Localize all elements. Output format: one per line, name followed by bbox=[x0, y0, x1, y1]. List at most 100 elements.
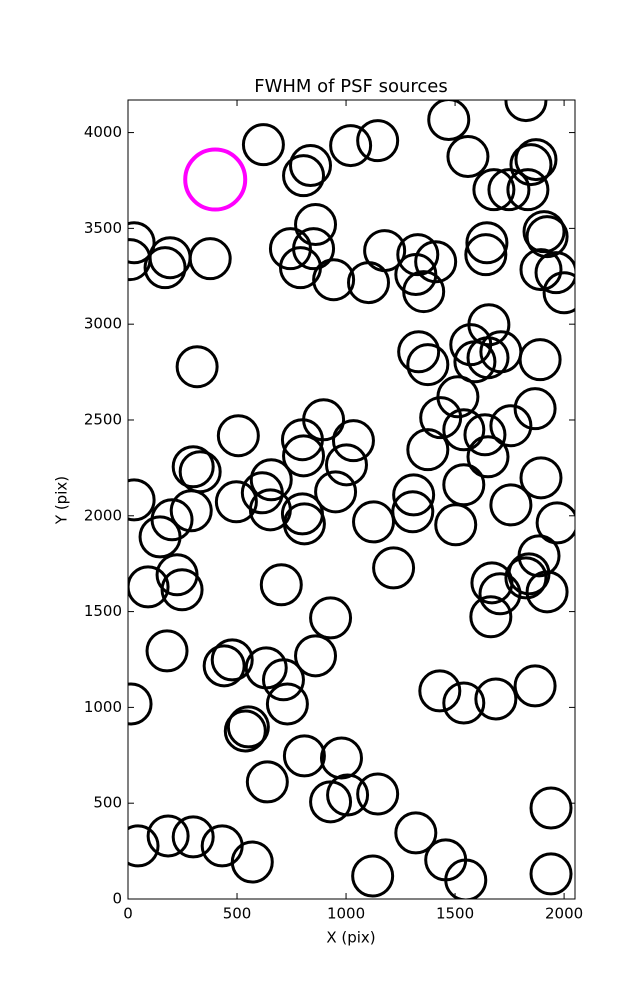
psf-source bbox=[464, 233, 508, 277]
psf-source bbox=[478, 572, 522, 616]
psf-source bbox=[513, 387, 557, 431]
psf-source bbox=[522, 210, 566, 254]
y-tick-label: 1500 bbox=[84, 602, 122, 620]
psf-source bbox=[489, 483, 533, 527]
psf-source bbox=[535, 501, 575, 545]
x-tick-label: 1000 bbox=[327, 905, 365, 923]
psf-source bbox=[466, 435, 510, 479]
psf-source bbox=[278, 246, 322, 290]
psf-source bbox=[326, 773, 370, 817]
psf-source bbox=[517, 534, 561, 578]
psf-source bbox=[160, 568, 204, 612]
psf-source bbox=[312, 258, 356, 302]
psf-source bbox=[289, 144, 333, 188]
psf-source bbox=[534, 251, 575, 295]
psf-source bbox=[249, 458, 293, 502]
x-tick-label: 500 bbox=[223, 905, 252, 923]
psf-source bbox=[487, 168, 531, 212]
psf-source bbox=[294, 203, 338, 247]
psf-source bbox=[474, 677, 518, 721]
psf-source bbox=[434, 503, 478, 547]
psf-source bbox=[259, 563, 303, 607]
psf-source bbox=[442, 408, 486, 452]
y-tick-label: 3500 bbox=[84, 219, 122, 237]
psf-source bbox=[514, 138, 558, 182]
psf-source bbox=[356, 119, 400, 163]
psf-source bbox=[319, 736, 363, 780]
psf-source bbox=[241, 123, 285, 167]
psf-source bbox=[226, 705, 270, 749]
psf-source bbox=[509, 143, 553, 187]
x-tick-label: 1500 bbox=[436, 905, 474, 923]
psf-source bbox=[128, 824, 160, 868]
psf-source bbox=[419, 396, 463, 440]
psf-source bbox=[372, 546, 416, 590]
psf-source bbox=[442, 463, 486, 507]
psf-source bbox=[188, 237, 232, 281]
psf-source bbox=[519, 248, 563, 292]
psf-source bbox=[128, 682, 153, 726]
psf-source bbox=[324, 443, 368, 487]
psf-source bbox=[392, 473, 436, 517]
y-tick-label: 500 bbox=[93, 794, 122, 812]
psf-source bbox=[418, 669, 462, 713]
psf-source bbox=[518, 338, 562, 382]
psf-source bbox=[265, 682, 309, 726]
psf-source bbox=[202, 644, 246, 688]
psf-source bbox=[406, 343, 450, 387]
psf-source bbox=[525, 570, 569, 614]
psf-source bbox=[143, 246, 187, 290]
psf-source bbox=[294, 634, 338, 678]
psf-source bbox=[138, 515, 182, 559]
y-tick-label: 0 bbox=[112, 890, 122, 908]
psf-source bbox=[128, 221, 156, 265]
y-tick-label: 1000 bbox=[84, 698, 122, 716]
psf-source bbox=[352, 500, 396, 544]
psf-source bbox=[427, 100, 471, 142]
psf-source bbox=[146, 814, 190, 858]
psf-source bbox=[216, 414, 260, 458]
x-tick-label: 0 bbox=[123, 905, 133, 923]
psf-source bbox=[446, 135, 490, 179]
psf-source bbox=[171, 815, 215, 859]
psf-source bbox=[230, 840, 274, 884]
psf-source bbox=[519, 456, 563, 500]
psf-source bbox=[282, 734, 326, 778]
x-axis-label: X (pix) bbox=[326, 929, 375, 947]
psf-source bbox=[331, 419, 375, 463]
psf-source bbox=[329, 124, 373, 168]
y-tick-label: 4000 bbox=[84, 123, 122, 141]
psf-source bbox=[414, 240, 458, 284]
psf-source bbox=[351, 854, 395, 898]
psf-source bbox=[391, 490, 435, 534]
psf-source bbox=[489, 404, 533, 448]
psf-source bbox=[128, 478, 156, 522]
psf-source bbox=[402, 270, 446, 314]
psf-source bbox=[506, 168, 550, 212]
psf-source bbox=[363, 229, 407, 273]
psf-source bbox=[394, 811, 438, 855]
psf-source bbox=[282, 434, 326, 478]
psf-source bbox=[169, 489, 213, 533]
plot-frame bbox=[127, 99, 576, 900]
psf-source bbox=[472, 168, 516, 212]
x-tick-label: 2000 bbox=[545, 905, 583, 923]
psf-source bbox=[442, 681, 486, 725]
psf-source bbox=[145, 629, 189, 673]
psf-source bbox=[302, 398, 346, 442]
psf-source bbox=[223, 709, 267, 753]
psf-source bbox=[314, 470, 358, 514]
psf-source bbox=[210, 638, 254, 682]
psf-source bbox=[529, 786, 573, 830]
psf-source bbox=[465, 221, 509, 265]
psf-source bbox=[406, 428, 450, 472]
psf-source bbox=[261, 658, 305, 702]
psf-source bbox=[529, 852, 573, 896]
psf-source bbox=[463, 413, 507, 457]
y-axis-label: Y (pix) bbox=[53, 476, 71, 525]
psf-source bbox=[282, 502, 326, 546]
psf-source bbox=[214, 480, 258, 524]
psf-source bbox=[525, 215, 569, 259]
psf-source bbox=[444, 858, 488, 899]
